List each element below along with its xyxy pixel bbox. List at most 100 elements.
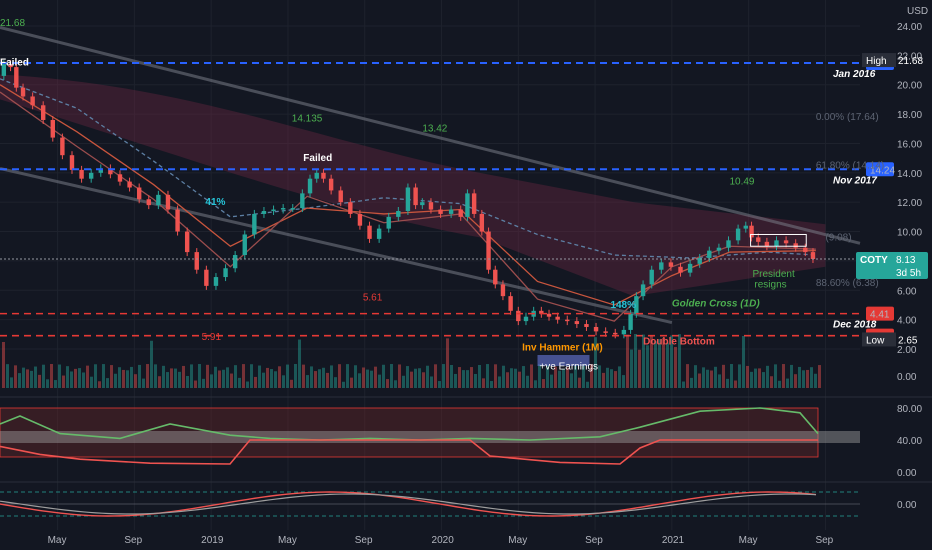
- candle-body: [687, 263, 693, 273]
- candle-body: [659, 262, 664, 270]
- candle-body: [338, 190, 343, 203]
- candle-body: [726, 240, 731, 248]
- candle-body: [783, 240, 789, 244]
- volume-bar: [710, 370, 713, 388]
- volume-bar: [814, 373, 817, 388]
- candle-body: [707, 250, 712, 258]
- volume-bar: [626, 334, 629, 388]
- volume-bar: [174, 368, 177, 388]
- candle-body: [300, 193, 305, 209]
- x-tick-label: Sep: [585, 535, 603, 546]
- candle-body: [136, 187, 142, 200]
- volume-bar: [14, 365, 17, 388]
- volume-bar: [406, 366, 409, 388]
- volume-bar: [630, 349, 633, 388]
- candle-body: [357, 213, 363, 226]
- value-note: 21.68: [0, 18, 25, 29]
- volume-bar: [370, 370, 373, 388]
- candle-body: [640, 284, 646, 297]
- volume-bar: [506, 372, 509, 388]
- volume-bar: [730, 364, 733, 388]
- volume-bar: [518, 371, 521, 388]
- candle-body: [175, 209, 180, 232]
- volume-bar: [602, 372, 605, 388]
- volume-bar: [122, 369, 125, 388]
- volume-bar: [438, 381, 441, 388]
- volume-bar: [714, 366, 717, 388]
- price-axis[interactable]: 24.00 22.00 20.00 18.00 16.00 14.00 12.00 10.00…: [0, 22, 928, 356]
- low-badge: [862, 332, 896, 347]
- volume-bar: [230, 373, 233, 388]
- volume-bar: [330, 365, 333, 388]
- candle-body: [697, 257, 702, 264]
- volume-bar: [778, 380, 781, 388]
- volume-bar: [198, 364, 201, 388]
- volume-bar: [606, 367, 609, 388]
- volume-bar: [126, 370, 129, 388]
- volume-bar: [46, 379, 49, 388]
- volume-bar: [670, 335, 673, 388]
- volume-bar: [190, 364, 193, 388]
- value-note: 5.91: [202, 332, 222, 343]
- y-tick-label: 2.00: [897, 345, 917, 356]
- volume-bar: [314, 371, 317, 388]
- volume-bar: [554, 366, 557, 388]
- volume-bar: [574, 365, 577, 388]
- volume-bar: [530, 364, 533, 388]
- volume-bar: [286, 364, 289, 388]
- rsi-tick-label: 40.00: [897, 436, 922, 447]
- volume-bar: [646, 345, 649, 388]
- candle-body: [735, 228, 741, 241]
- grid-lines: [0, 0, 860, 530]
- volume-bar: [278, 366, 281, 388]
- x-tick-label: May: [48, 535, 67, 546]
- volume-bar: [802, 370, 805, 388]
- volume-bar: [54, 380, 57, 388]
- candle-body: [546, 313, 552, 317]
- volume-bar: [110, 365, 113, 388]
- candle-body: [79, 169, 84, 179]
- level-badge: [866, 162, 894, 177]
- candle-body: [165, 194, 171, 210]
- volume-bar: [362, 367, 365, 388]
- volume-bar: [294, 364, 297, 388]
- candle-body: [413, 187, 418, 206]
- volume-bar: [26, 369, 29, 388]
- volume-bar: [18, 373, 21, 388]
- volume-bar: [426, 365, 429, 388]
- volume-bar: [158, 376, 161, 388]
- high-label: High: [866, 56, 887, 67]
- channel-lower: [0, 166, 673, 325]
- candle-body: [376, 228, 382, 239]
- volume-bar: [522, 366, 525, 388]
- president-note: President: [753, 269, 795, 280]
- candle-body: [242, 234, 247, 256]
- volume-bar: [210, 374, 213, 388]
- rsi-tick-label: 0.00: [897, 468, 917, 479]
- countdown: 3d 5h: [896, 268, 921, 279]
- x-tick-label: Sep: [815, 535, 833, 546]
- volume-bar: [698, 373, 701, 388]
- candle-body: [649, 269, 654, 285]
- volume-bar: [622, 375, 625, 388]
- candle-body: [146, 199, 151, 206]
- volume-bar: [514, 368, 517, 388]
- volume-bar: [694, 365, 697, 388]
- volume-bar: [334, 377, 337, 388]
- volume-bar: [414, 368, 417, 388]
- candle-body: [386, 216, 391, 229]
- failed-note: Failed: [0, 58, 29, 69]
- volume-bar: [482, 378, 485, 388]
- volume-bar: [366, 369, 369, 388]
- candle-body: [223, 268, 228, 278]
- candle-body: [204, 269, 209, 286]
- volume-bar: [654, 341, 657, 388]
- volume-bar: [374, 366, 377, 388]
- volume-bar: [118, 367, 121, 388]
- percent-note: 148%: [610, 300, 636, 311]
- time-axis[interactable]: May Sep 2019 May Sep 2020 May Sep 2021 May Sep: [48, 535, 834, 546]
- level-value: 4.41: [870, 310, 890, 321]
- y-tick-label: 20.00: [897, 81, 922, 92]
